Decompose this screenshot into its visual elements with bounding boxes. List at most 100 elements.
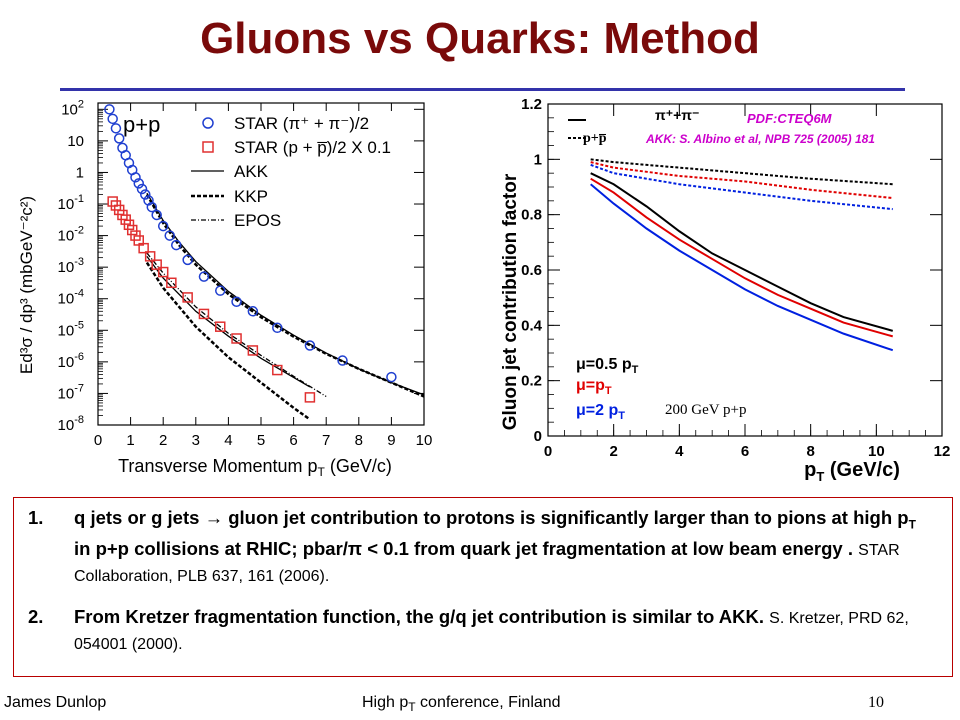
pion-point bbox=[140, 189, 151, 200]
pion-point bbox=[130, 172, 141, 183]
slide-title: Gluons vs Quarks: Method bbox=[200, 14, 760, 63]
gluon-curve-solid bbox=[590, 172, 894, 332]
pion-point bbox=[215, 285, 226, 296]
pion-point bbox=[164, 230, 175, 241]
x-tick-label: 12 bbox=[934, 443, 950, 460]
y-tick-label: 10-4 bbox=[58, 288, 84, 308]
x-tick-label: 3 bbox=[192, 432, 200, 449]
y-tick-label: 10-3 bbox=[58, 256, 84, 276]
y-tick-label: 0.2 bbox=[521, 373, 542, 390]
x-tick-label: 0 bbox=[94, 432, 102, 449]
mu-one-label: μ=pT bbox=[576, 377, 612, 397]
pion-point bbox=[136, 183, 148, 195]
x-tick-label: 1 bbox=[126, 432, 134, 449]
pion-point bbox=[170, 239, 182, 251]
gluon-curve-dashed bbox=[590, 163, 893, 211]
left-y-axis-title: Ed³σ / dp³ (mbGeV⁻²c²) bbox=[17, 196, 36, 374]
left-legend: STAR (π⁺ + π⁻)/2 STAR (p + p̅)/2 X 0.1 AKK… bbox=[191, 114, 391, 230]
pion-point bbox=[272, 322, 283, 334]
curve-dashed bbox=[145, 193, 425, 398]
mu-half-label: μ=0.5 pT bbox=[576, 356, 639, 376]
x-tick-label: 4 bbox=[675, 443, 684, 460]
note-text: From Kretzer fragmentation function, the… bbox=[74, 605, 909, 653]
legend-pion-marker bbox=[202, 117, 214, 129]
proton-point bbox=[138, 242, 149, 254]
note-text: q jets or g jets → gluon jet contributio… bbox=[74, 507, 916, 585]
y-tick-label: 10-6 bbox=[58, 351, 84, 371]
y-tick-label: 0.8 bbox=[521, 207, 542, 224]
note-item: 2. From Kretzer fragmentation function, … bbox=[28, 605, 936, 657]
left-chart: 0 1 2 3 4 5 6 7 8 9 10 102 10 1 10-1 10-2 10-3 10-4 10-5 10… bbox=[17, 98, 433, 479]
right-y-axis-title: Gluon jet contribution factor bbox=[500, 173, 521, 430]
left-panel-label: p+p bbox=[123, 112, 160, 137]
akk-annotation: AKK: S. Albino et al, NPB 725 (2005) 181 bbox=[645, 132, 875, 146]
pion-point bbox=[146, 201, 158, 213]
right-x-axis-title: pT (GeV/c) bbox=[804, 459, 900, 484]
pion-point bbox=[113, 133, 125, 144]
proton-point bbox=[123, 219, 135, 231]
footer-author: James Dunlop bbox=[4, 694, 107, 711]
legend-label: STAR (π⁺ + π⁻)/2 bbox=[234, 114, 369, 133]
proton-point bbox=[157, 266, 169, 278]
mu-two-label: μ=2 pT bbox=[576, 402, 625, 422]
notes-box: 1. q jets or g jets → gluon jet contribu… bbox=[13, 497, 953, 677]
pion-point bbox=[231, 296, 242, 308]
pion-point bbox=[110, 123, 122, 134]
gluon-curve-dashed bbox=[590, 158, 893, 186]
gluon-curve-solid bbox=[590, 177, 894, 338]
y-tick-label: 102 bbox=[61, 98, 84, 118]
curve-solid bbox=[146, 192, 425, 396]
x-tick-label: 8 bbox=[355, 432, 363, 449]
proton-point bbox=[126, 224, 138, 236]
pion-point bbox=[104, 104, 115, 115]
pion-point bbox=[386, 371, 397, 383]
proton-point bbox=[198, 308, 210, 320]
note-number: 2. bbox=[28, 605, 44, 627]
x-tick-label: 4 bbox=[224, 432, 232, 449]
title-underline bbox=[60, 88, 905, 91]
pion-point bbox=[107, 113, 118, 125]
footer-conference: High pT conference, Finland bbox=[362, 694, 561, 715]
x-tick-label: 2 bbox=[609, 443, 617, 460]
pion-point bbox=[151, 209, 162, 221]
arrow-icon: → bbox=[204, 507, 224, 528]
y-tick-label: 1.2 bbox=[521, 96, 542, 113]
y-tick-label: 10-1 bbox=[58, 193, 84, 213]
proton-point bbox=[144, 251, 156, 262]
pion-point bbox=[133, 178, 144, 189]
pdf-annotation: PDF:CTEQ6M bbox=[747, 111, 833, 126]
y-tick-label: 0.6 bbox=[521, 262, 542, 279]
gluon-curve-solid bbox=[590, 183, 894, 352]
y-tick-label: 0.4 bbox=[521, 317, 543, 334]
x-tick-label: 10 bbox=[416, 432, 433, 449]
curve-solid bbox=[146, 255, 311, 388]
legend-label: AKK bbox=[234, 162, 269, 181]
energy-annotation: 200 GeV p+p bbox=[665, 402, 747, 418]
x-tick-label: 9 bbox=[387, 432, 395, 449]
proton-point bbox=[166, 277, 177, 289]
legend-label: STAR (p + p̅)/2 X 0.1 bbox=[234, 138, 391, 157]
gluon-curve-dashed bbox=[590, 161, 893, 200]
proton-point bbox=[231, 333, 242, 344]
left-plot-area: 0 1 2 3 4 5 6 7 8 9 10 102 10 1 10-1 10-2 10-3 10-4 10-5 10… bbox=[58, 98, 433, 449]
pion-point bbox=[182, 254, 193, 266]
pion-point bbox=[157, 220, 169, 232]
y-tick-label: 10-5 bbox=[58, 319, 84, 339]
x-tick-label: 6 bbox=[289, 432, 297, 449]
y-tick-label: 1 bbox=[76, 164, 84, 181]
x-tick-label: 2 bbox=[159, 432, 167, 449]
proton-point bbox=[272, 364, 283, 376]
note-number: 1. bbox=[28, 507, 44, 528]
x-tick-label: 8 bbox=[806, 443, 814, 460]
x-tick-label: 0 bbox=[544, 443, 552, 460]
y-tick-label: 0 bbox=[534, 428, 542, 445]
pion-point bbox=[247, 306, 259, 317]
proton-point bbox=[247, 345, 259, 356]
proton-point bbox=[151, 259, 162, 270]
legend-proton-label: p+p̅ bbox=[583, 131, 607, 146]
legend-proton-marker bbox=[202, 141, 214, 153]
proton-point bbox=[182, 292, 193, 303]
note-item: 1. q jets or g jets → gluon jet contribu… bbox=[28, 506, 936, 589]
pion-point bbox=[337, 355, 348, 366]
x-tick-label: 10 bbox=[868, 443, 885, 460]
